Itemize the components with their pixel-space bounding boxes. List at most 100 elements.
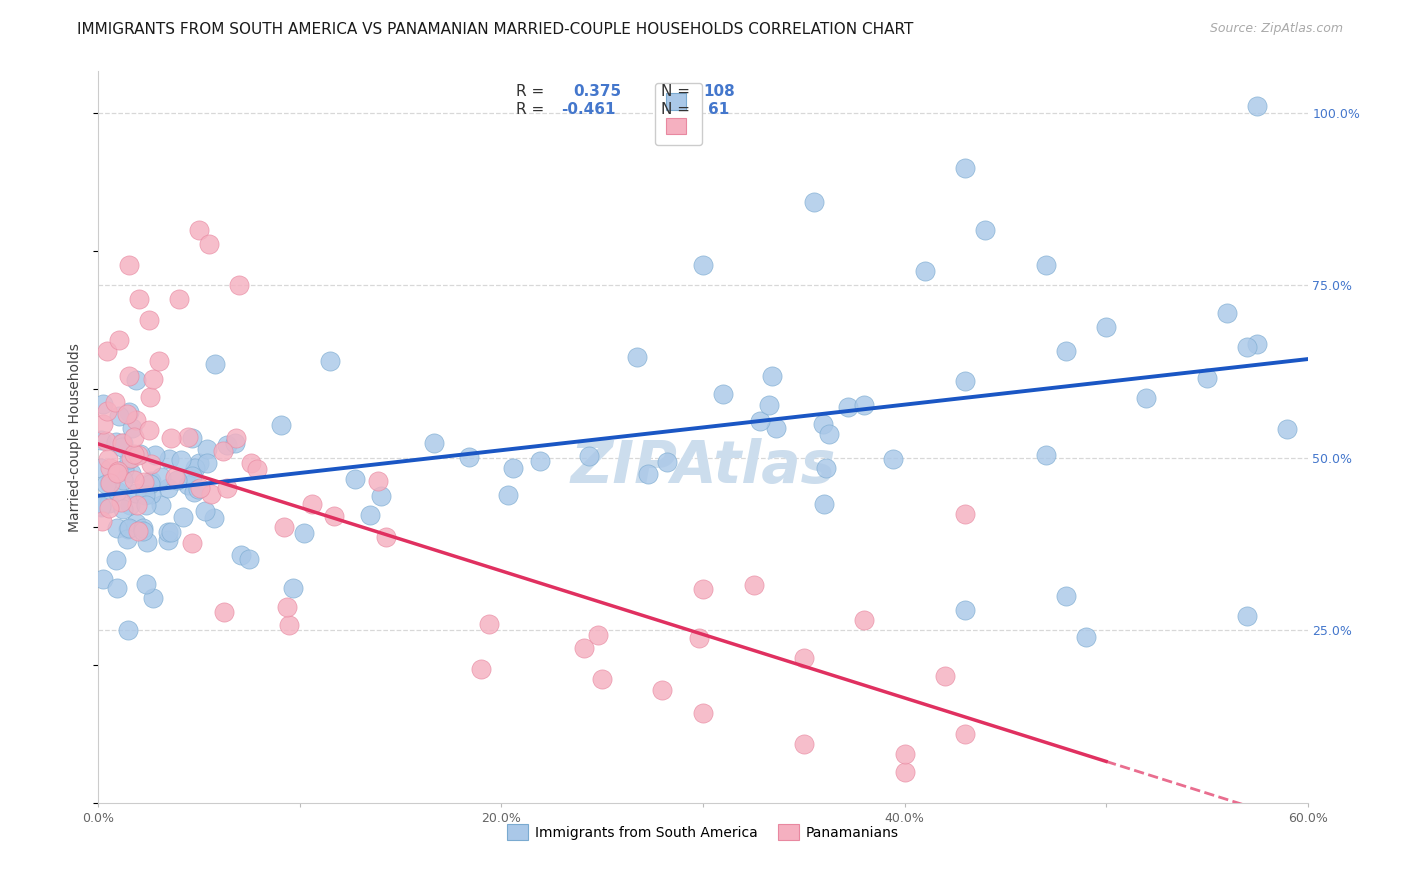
Point	[212, 444, 235, 458]
Point	[128, 292, 150, 306]
Point	[135, 535, 157, 549]
Point	[853, 613, 876, 627]
Point	[98, 476, 121, 491]
Point	[572, 640, 595, 655]
Point	[837, 400, 859, 414]
Point	[118, 498, 141, 512]
Point	[692, 258, 714, 272]
Point	[121, 466, 143, 480]
Text: N =: N =	[661, 102, 690, 117]
Point	[157, 524, 180, 539]
Point	[157, 533, 180, 547]
Point	[159, 430, 181, 444]
Point	[125, 413, 148, 427]
Point	[343, 472, 366, 486]
Point	[142, 591, 165, 605]
Point	[89, 500, 111, 514]
Point	[122, 473, 145, 487]
Point	[107, 334, 129, 348]
Point	[194, 504, 217, 518]
Point	[125, 372, 148, 386]
Point	[97, 496, 120, 510]
Point	[953, 374, 976, 388]
Point	[105, 521, 128, 535]
Point	[1095, 320, 1118, 334]
Point	[139, 476, 162, 491]
Point	[591, 672, 613, 686]
Point	[225, 431, 247, 445]
Point	[112, 474, 135, 488]
Point	[217, 481, 239, 495]
Point	[120, 451, 142, 466]
Point	[117, 522, 139, 536]
Point	[105, 581, 128, 595]
Point	[934, 669, 956, 683]
Point	[374, 530, 396, 544]
Point	[803, 195, 825, 210]
Point	[246, 462, 269, 476]
Point	[91, 396, 114, 410]
Point	[470, 662, 492, 676]
Point	[111, 436, 134, 450]
Point	[98, 501, 121, 516]
Point	[132, 524, 155, 539]
Point	[176, 430, 198, 444]
Text: R =: R =	[516, 84, 544, 99]
Text: -0.461: -0.461	[561, 102, 616, 117]
Point	[422, 436, 444, 450]
Point	[323, 509, 346, 524]
Text: 108: 108	[703, 84, 735, 99]
Point	[1195, 371, 1218, 385]
Point	[814, 460, 837, 475]
Point	[1216, 306, 1239, 320]
Point	[96, 343, 118, 358]
Point	[813, 497, 835, 511]
Text: Source: ZipAtlas.com: Source: ZipAtlas.com	[1209, 22, 1343, 36]
Point	[94, 477, 117, 491]
Point	[273, 520, 295, 534]
Point	[142, 372, 165, 386]
Point	[96, 404, 118, 418]
Point	[118, 369, 141, 384]
Point	[953, 507, 976, 521]
Point	[1035, 448, 1057, 462]
Point	[118, 405, 141, 419]
Point	[118, 258, 141, 272]
Point	[124, 516, 146, 530]
Point	[181, 431, 204, 445]
Point	[117, 407, 139, 421]
Point	[111, 441, 134, 455]
Point	[953, 161, 976, 175]
Point	[98, 476, 121, 491]
Point	[117, 623, 139, 637]
Point	[276, 600, 298, 615]
Point	[765, 420, 787, 434]
Point	[121, 420, 143, 434]
Point	[195, 442, 218, 457]
Point	[202, 511, 225, 525]
Text: 61: 61	[707, 102, 730, 117]
Point	[156, 481, 179, 495]
Point	[157, 452, 180, 467]
Point	[749, 414, 772, 428]
Point	[112, 436, 135, 450]
Point	[138, 390, 160, 404]
Point	[135, 577, 157, 591]
Point	[149, 470, 172, 484]
Point	[188, 456, 211, 470]
Point	[301, 497, 323, 511]
Point	[1246, 336, 1268, 351]
Text: R =: R =	[516, 102, 544, 117]
Point	[359, 508, 381, 522]
Point	[811, 417, 834, 431]
Point	[177, 478, 200, 492]
Point	[110, 494, 132, 508]
Point	[292, 525, 315, 540]
Point	[90, 500, 112, 514]
Point	[1074, 630, 1097, 644]
Legend: Immigrants from South America, Panamanians: Immigrants from South America, Panamania…	[501, 817, 905, 847]
Point	[1246, 99, 1268, 113]
Point	[586, 628, 609, 642]
Point	[478, 617, 501, 632]
Point	[319, 353, 342, 368]
